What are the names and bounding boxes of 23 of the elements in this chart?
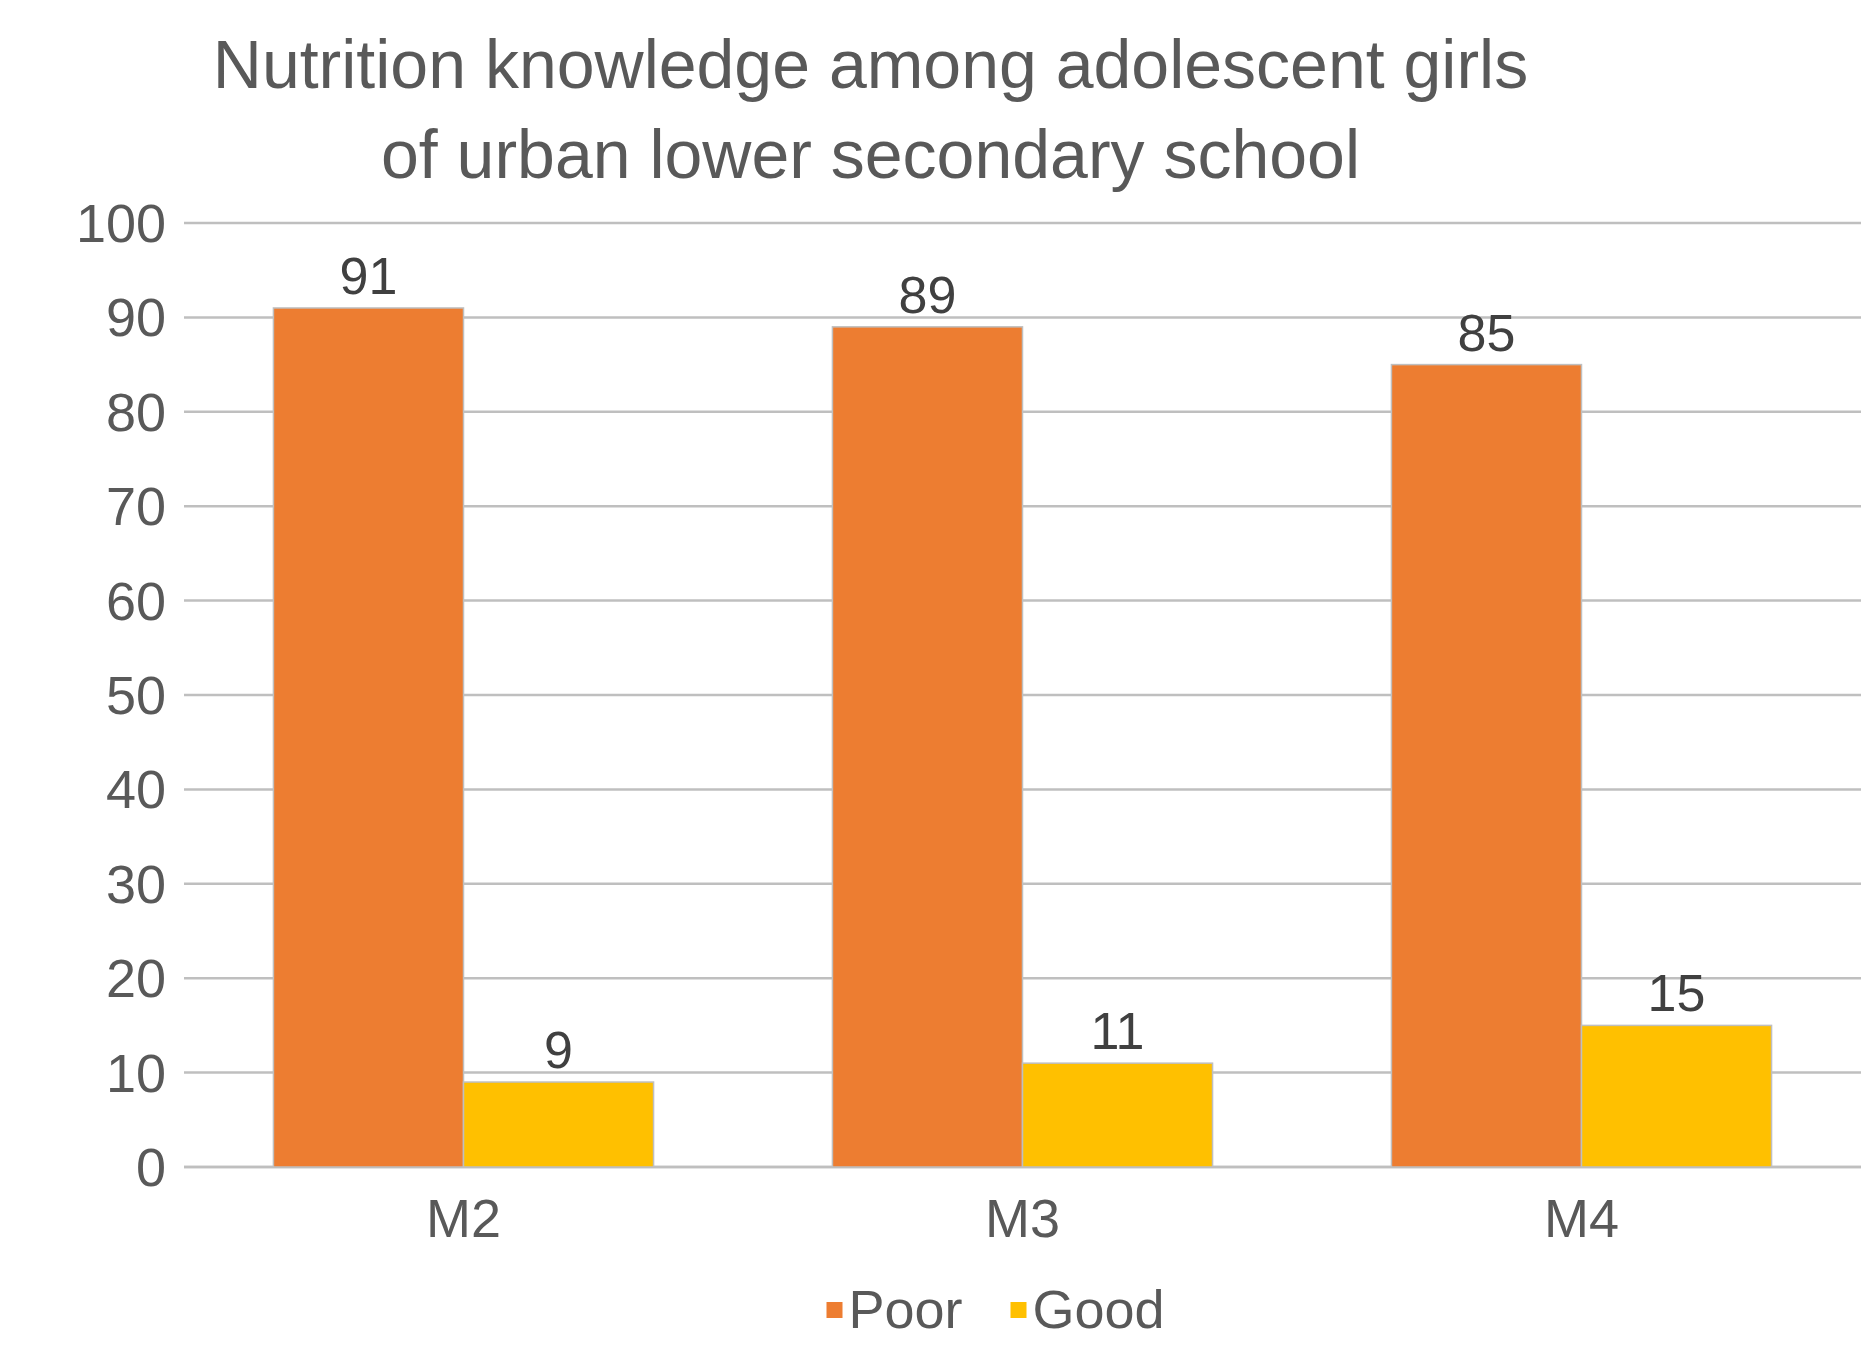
data-label: 89: [898, 265, 957, 324]
chart-title: Nutrition knowledge among adolescent girls of urban lower secondary school: [212, 26, 1529, 192]
data-label: 15: [1647, 964, 1706, 1023]
x-tick-label: M4: [1543, 1188, 1620, 1248]
data-label: 9: [544, 1021, 573, 1080]
y-tick-label: 70: [105, 476, 166, 537]
y-tick-label: 20: [105, 948, 166, 1009]
y-tick-label: 50: [105, 664, 166, 725]
y-tick-label: 40: [105, 759, 166, 820]
legend-label: Good: [1032, 1279, 1165, 1339]
data-label: 91: [339, 246, 398, 305]
data-label: 11: [1090, 1002, 1145, 1061]
legend-label: Poor: [848, 1279, 963, 1339]
y-tick-label: 90: [105, 287, 166, 348]
y-tick-label: 10: [105, 1042, 166, 1103]
y-tick-label: 0: [135, 1136, 166, 1197]
y-tick-label: 100: [75, 192, 166, 253]
data-label: 85: [1457, 303, 1516, 362]
x-tick-label: M3: [984, 1188, 1061, 1248]
y-tick-label: 60: [105, 570, 166, 631]
y-tick-label: 80: [105, 381, 166, 442]
x-tick-label: M2: [425, 1188, 502, 1248]
y-tick-label: 30: [105, 853, 166, 914]
